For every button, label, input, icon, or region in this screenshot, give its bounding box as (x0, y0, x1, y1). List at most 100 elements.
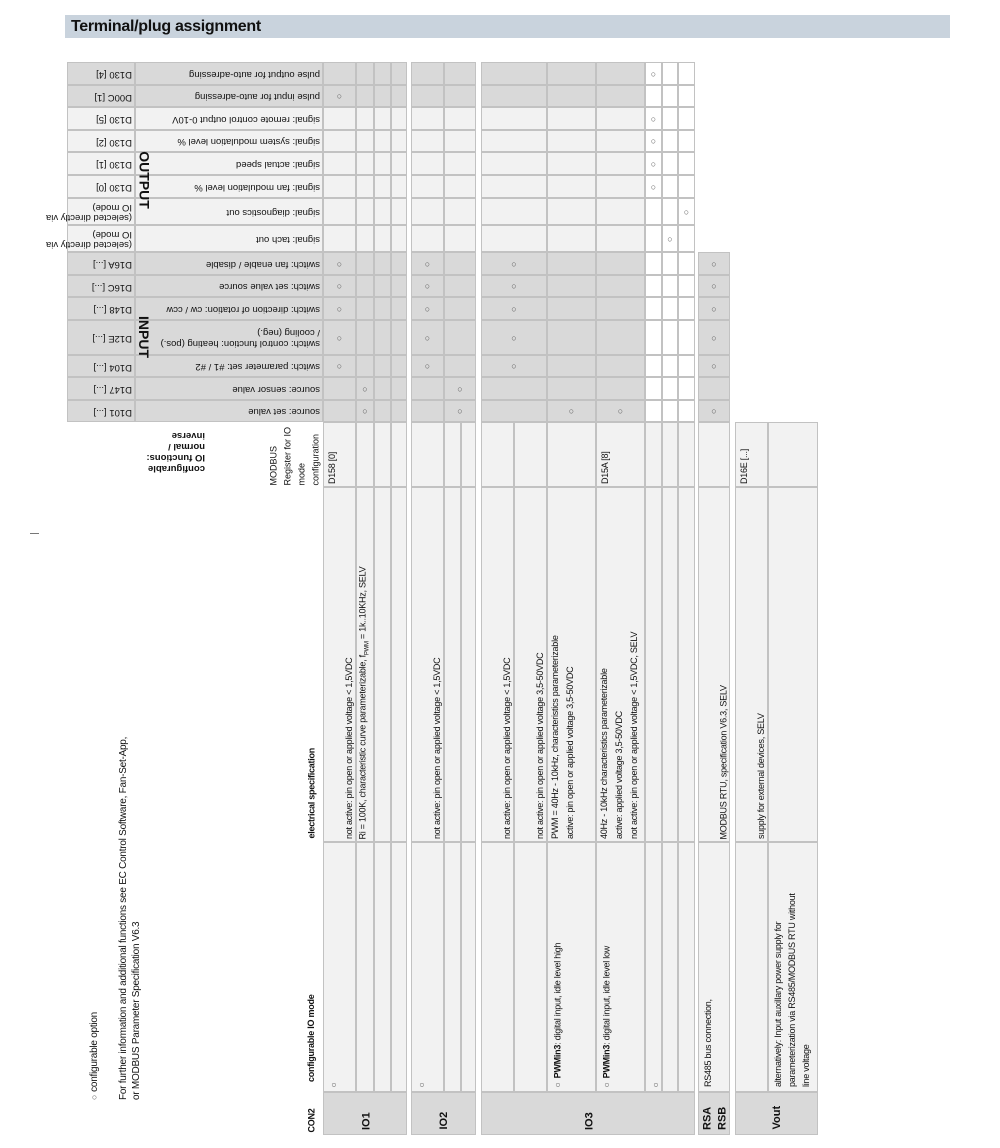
option-cell (547, 252, 596, 275)
option-cell (374, 400, 391, 422)
modbus-register-cell (662, 422, 678, 487)
function-register: D130 [4] (96, 69, 132, 81)
option-cell (481, 62, 547, 85)
option-mark-icon: ○ (457, 406, 463, 416)
option-cell (481, 377, 547, 400)
option-mark-icon: ○ (650, 181, 657, 192)
option-cell (444, 320, 476, 355)
function-register-cell: D104 [...] (67, 355, 135, 377)
option-cell (374, 152, 391, 175)
function-register: D130 [5] (96, 114, 132, 126)
option-cell (323, 107, 356, 130)
io-mode-cell: RS485 bus connection, (698, 842, 730, 1092)
function-register: D130 [0] (96, 182, 132, 194)
legend-label: configurable option (88, 1012, 100, 1092)
option-cell (356, 62, 374, 85)
option-cell (391, 175, 407, 198)
option-cell: ○ (698, 252, 730, 275)
function-label: signal: remote control output 0-10V (172, 114, 320, 125)
option-cell (662, 198, 678, 225)
electrical-spec-cell (662, 487, 678, 842)
function-label: pulse input for auto-adressing (194, 91, 320, 103)
function-register-cell: D130 [2] (67, 130, 135, 152)
option-cell (356, 355, 374, 377)
option-cell: ○ (323, 297, 356, 320)
option-cell (481, 130, 547, 152)
option-cell (596, 225, 645, 252)
option-cell (547, 275, 596, 297)
option-mark-icon: ○ (511, 361, 517, 371)
terminal-label: IO3 (582, 1111, 595, 1130)
function-register-cell: D130 [4] (67, 62, 135, 85)
option-cell (374, 320, 391, 355)
option-cell (596, 275, 645, 297)
margin-dash (30, 533, 39, 534)
function-label: source: set value (248, 406, 320, 418)
electrical-spec-cell (645, 487, 662, 842)
electrical-spec-cell: PWM = 40Hz - 10kHz, characteristics para… (547, 487, 596, 842)
electrical-spec-cell (374, 487, 391, 842)
footnote-line: For further information and additional f… (118, 736, 129, 1100)
option-cell (645, 377, 662, 400)
section-label-output: OUTPUT (135, 107, 153, 252)
spec-text: = 1k..10KHz, SELV (357, 566, 368, 641)
terminal-label-cell: IO3 (481, 1092, 695, 1135)
option-cell (662, 85, 678, 107)
function-register-cell: D101 [...] (67, 400, 135, 422)
io-mode-description: : digital input, idle level high (552, 942, 562, 1045)
io-mode-cell (735, 842, 768, 1092)
io-mode-cell: alternatively: Input auxillary power sup… (768, 842, 818, 1092)
electrical-spec-line: 40Hz - 10kHz characteristics parameteriz… (599, 668, 609, 839)
option-cell: ○ (411, 297, 444, 320)
option-cell (391, 107, 407, 130)
modbus-register: D16E [...] (739, 448, 749, 484)
option-cell: ○ (411, 275, 444, 297)
electrical-spec-cell (461, 487, 476, 842)
modbus-register: D15A [8] (600, 451, 610, 484)
option-cell (596, 377, 645, 400)
option-mark-icon: ○ (511, 332, 517, 343)
option-cell (356, 130, 374, 152)
option-cell (391, 198, 407, 225)
option-mark-icon: ○ (336, 303, 343, 314)
option-cell (547, 297, 596, 320)
option-cell (678, 320, 695, 355)
option-cell (374, 175, 391, 198)
electrical-spec-cell: 40Hz - 10kHz characteristics parameteriz… (596, 487, 645, 842)
modbus-register-cell (768, 422, 818, 487)
function-label-cell: signal: tach out (135, 225, 323, 252)
option-cell: ○ (481, 355, 547, 377)
option-mark-icon: ○ (683, 206, 690, 217)
option-cell (481, 198, 547, 225)
function-label: signal: tach out (256, 234, 320, 245)
option-cell (356, 297, 374, 320)
function-label: signal: diagnostics out (226, 207, 320, 218)
modbus-register-cell: D15A [8] (596, 422, 645, 487)
option-cell (596, 130, 645, 152)
option-cell (678, 355, 695, 377)
option-cell (374, 85, 391, 107)
function-label-cell: signal: actual speed (135, 152, 323, 175)
option-cell (645, 355, 662, 377)
modbus-register-cell (698, 422, 730, 487)
section-label: INPUT (136, 316, 152, 358)
option-cell: ○ (323, 252, 356, 275)
option-cell: ○ (481, 252, 547, 275)
option-mark-icon: ○ (552, 1081, 562, 1087)
option-cell (481, 400, 547, 422)
option-mark-icon: ○ (601, 1081, 611, 1087)
electrical-spec-line: not active: pin open or applied voltage … (502, 657, 512, 839)
io-mode-cell (391, 842, 407, 1092)
option-mark-icon: ○ (424, 361, 431, 371)
option-cell (547, 355, 596, 377)
option-cell (444, 297, 476, 320)
option-cell (662, 252, 678, 275)
option-cell: ○ (645, 130, 662, 152)
option-mark-icon: ○ (424, 303, 431, 314)
function-label: signal: system modulation level % (177, 136, 320, 148)
option-cell: ○ (323, 275, 356, 297)
io-mode-cell: ○ (645, 842, 662, 1092)
io-mode-description: alternatively: Input auxillary power sup… (773, 893, 811, 1087)
option-cell (391, 297, 407, 320)
terminal-label: Vout (771, 1105, 783, 1130)
